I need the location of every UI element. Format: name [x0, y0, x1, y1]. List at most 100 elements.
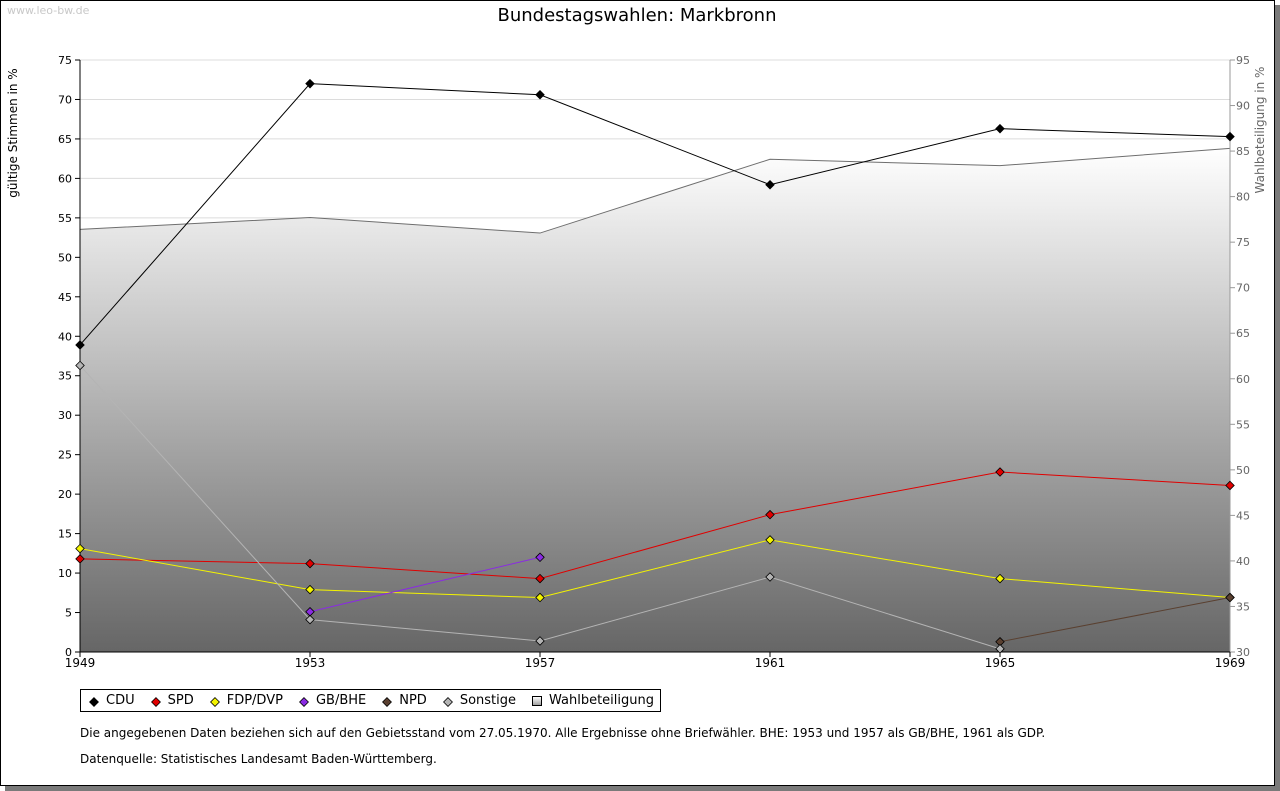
turnout-area-layer [79, 147, 1231, 653]
y-axis-label: gültige Stimmen in % [6, 68, 20, 197]
legend-label-npd: NPD [399, 693, 427, 708]
x-tick-label-1953: 1953 [295, 656, 326, 670]
y2-tick-label-95: 95 [1236, 54, 1250, 67]
legend-item-gb-bhe: GB/BHE [298, 693, 367, 708]
legend-marker-fdp-dvp [209, 696, 220, 707]
point-fdp-dvp-1957 [535, 592, 545, 603]
point-sonstige-1965 [995, 644, 1005, 654]
y-tick-label-45: 45 [58, 291, 72, 304]
legend-label-sonstige: Sonstige [459, 693, 516, 708]
point-cdu-1965 [995, 123, 1005, 134]
series-spd [75, 467, 1235, 584]
legend-item-wahlbeteiligung: Wahlbeteiligung [532, 693, 654, 708]
point-fdp-dvp-1961 [765, 535, 775, 545]
series-layer [75, 78, 1235, 654]
series-line-cdu [79, 83, 1231, 346]
point-sonstige-1957 [535, 636, 545, 646]
legend-marker-wahlbeteiligung [532, 695, 542, 706]
legend-marker-sonstige [442, 696, 453, 707]
point-cdu-1957 [535, 89, 545, 100]
y2-tick-label-55: 55 [1236, 418, 1250, 431]
y-tick-label-0: 0 [65, 646, 72, 659]
point-spd-1953 [305, 558, 315, 569]
axis-layer: 0 5 10 15 20 25 30 35 40 45 50 55 60 65 70 75 30 35 40 45 50… [58, 54, 1250, 670]
watermark: www.leo-bw.de [7, 4, 90, 17]
turnout-line [79, 147, 1231, 234]
y2-tick-label-50: 50 [1236, 464, 1250, 477]
series-line-gb-bhe [309, 556, 541, 613]
point-cdu-1953 [305, 78, 315, 89]
note-datenquelle: Datenquelle: Statistisches Landesamt Bad… [80, 752, 437, 766]
y-tick-label-75: 75 [58, 54, 72, 67]
series-line-npd [999, 597, 1231, 643]
note-gebietsstand: Die angegebenen Daten beziehen sich auf … [80, 726, 1046, 740]
series-cdu [75, 78, 1235, 350]
y-tick-label-55: 55 [58, 212, 72, 225]
point-fdp-dvp-1965 [995, 573, 1005, 584]
series-sonstige [75, 360, 1005, 654]
y-tick-label-60: 60 [58, 172, 72, 185]
y2-tick-label-70: 70 [1236, 282, 1250, 295]
point-spd-1965 [995, 467, 1005, 477]
y2-tick-label-85: 85 [1236, 145, 1250, 158]
y-tick-label-65: 65 [58, 133, 72, 146]
point-cdu-1969 [1225, 131, 1235, 142]
legend-item-spd: SPD [150, 693, 194, 708]
turnout-area [80, 148, 1230, 653]
y-tick-label-50: 50 [58, 251, 72, 264]
y-tick-label-25: 25 [58, 449, 72, 462]
y2-tick-label-35: 35 [1236, 600, 1250, 613]
legend-marker-npd [382, 696, 393, 707]
x-tick-label-1949: 1949 [65, 656, 96, 670]
y-tick-label-20: 20 [58, 488, 72, 501]
legend-marker-gb-bhe [298, 696, 309, 707]
y-tick-label-5: 5 [65, 607, 72, 620]
y-tick-label-30: 30 [58, 409, 72, 422]
point-cdu-1961 [765, 179, 775, 190]
legend-label-spd: SPD [167, 693, 194, 708]
point-spd-1969 [1225, 480, 1235, 491]
point-sonstige-1953 [305, 614, 315, 625]
y2-tick-label-90: 90 [1236, 100, 1250, 113]
x-tick-label-1969: 1969 [1215, 656, 1246, 670]
x-tick-label-1965: 1965 [985, 656, 1016, 670]
legend-label-cdu: CDU [106, 693, 135, 708]
point-spd-1961 [765, 509, 775, 520]
point-fdp-dvp-1949 [75, 543, 85, 554]
point-fdp-dvp-1953 [305, 584, 315, 595]
point-spd-1949 [75, 554, 85, 564]
legend-item-npd: NPD [382, 693, 427, 708]
series-line-spd [79, 471, 1231, 580]
y2-tick-label-80: 80 [1236, 191, 1250, 204]
y-tick-label-10: 10 [58, 567, 72, 580]
x-tick-label-1957: 1957 [525, 656, 556, 670]
legend-marker-spd [150, 696, 161, 707]
legend-label-wahlbeteiligung: Wahlbeteiligung [549, 693, 655, 708]
y-tick-label-35: 35 [58, 370, 72, 383]
legend-item-sonstige: Sonstige [442, 693, 516, 708]
point-gb-bhe-1957 [535, 552, 545, 563]
x-tick-label-1961: 1961 [755, 656, 786, 670]
point-npd-1969 [1225, 592, 1235, 603]
series-npd [995, 592, 1235, 647]
y2-tick-label-60: 60 [1236, 373, 1250, 386]
y2-tick-label-45: 45 [1236, 509, 1250, 522]
chart-title: Bundestagswahlen: Markbronn [497, 5, 776, 26]
y2-axis-label: Wahlbeteiligung in % [1253, 67, 1267, 194]
point-cdu-1949 [75, 340, 85, 350]
y2-tick-label-30: 30 [1236, 646, 1250, 659]
legend-item-fdp-dvp: FDP/DVP [209, 693, 283, 708]
point-sonstige-1961 [765, 572, 775, 582]
series-line-fdp-dvp [79, 539, 1231, 599]
legend-marker-cdu [89, 696, 99, 707]
y2-tick-label-75: 75 [1236, 236, 1250, 249]
y-tick-label-40: 40 [58, 330, 72, 343]
y-tick-label-15: 15 [58, 528, 72, 541]
y2-tick-label-65: 65 [1236, 327, 1250, 340]
legend-label-gb-bhe: GB/BHE [315, 693, 367, 708]
legend-item-cdu: CDU [89, 693, 135, 708]
legend-label-fdp-dvp: FDP/DVP [226, 693, 283, 708]
point-sonstige-1949 [75, 360, 85, 371]
y-tick-label-70: 70 [58, 93, 72, 106]
